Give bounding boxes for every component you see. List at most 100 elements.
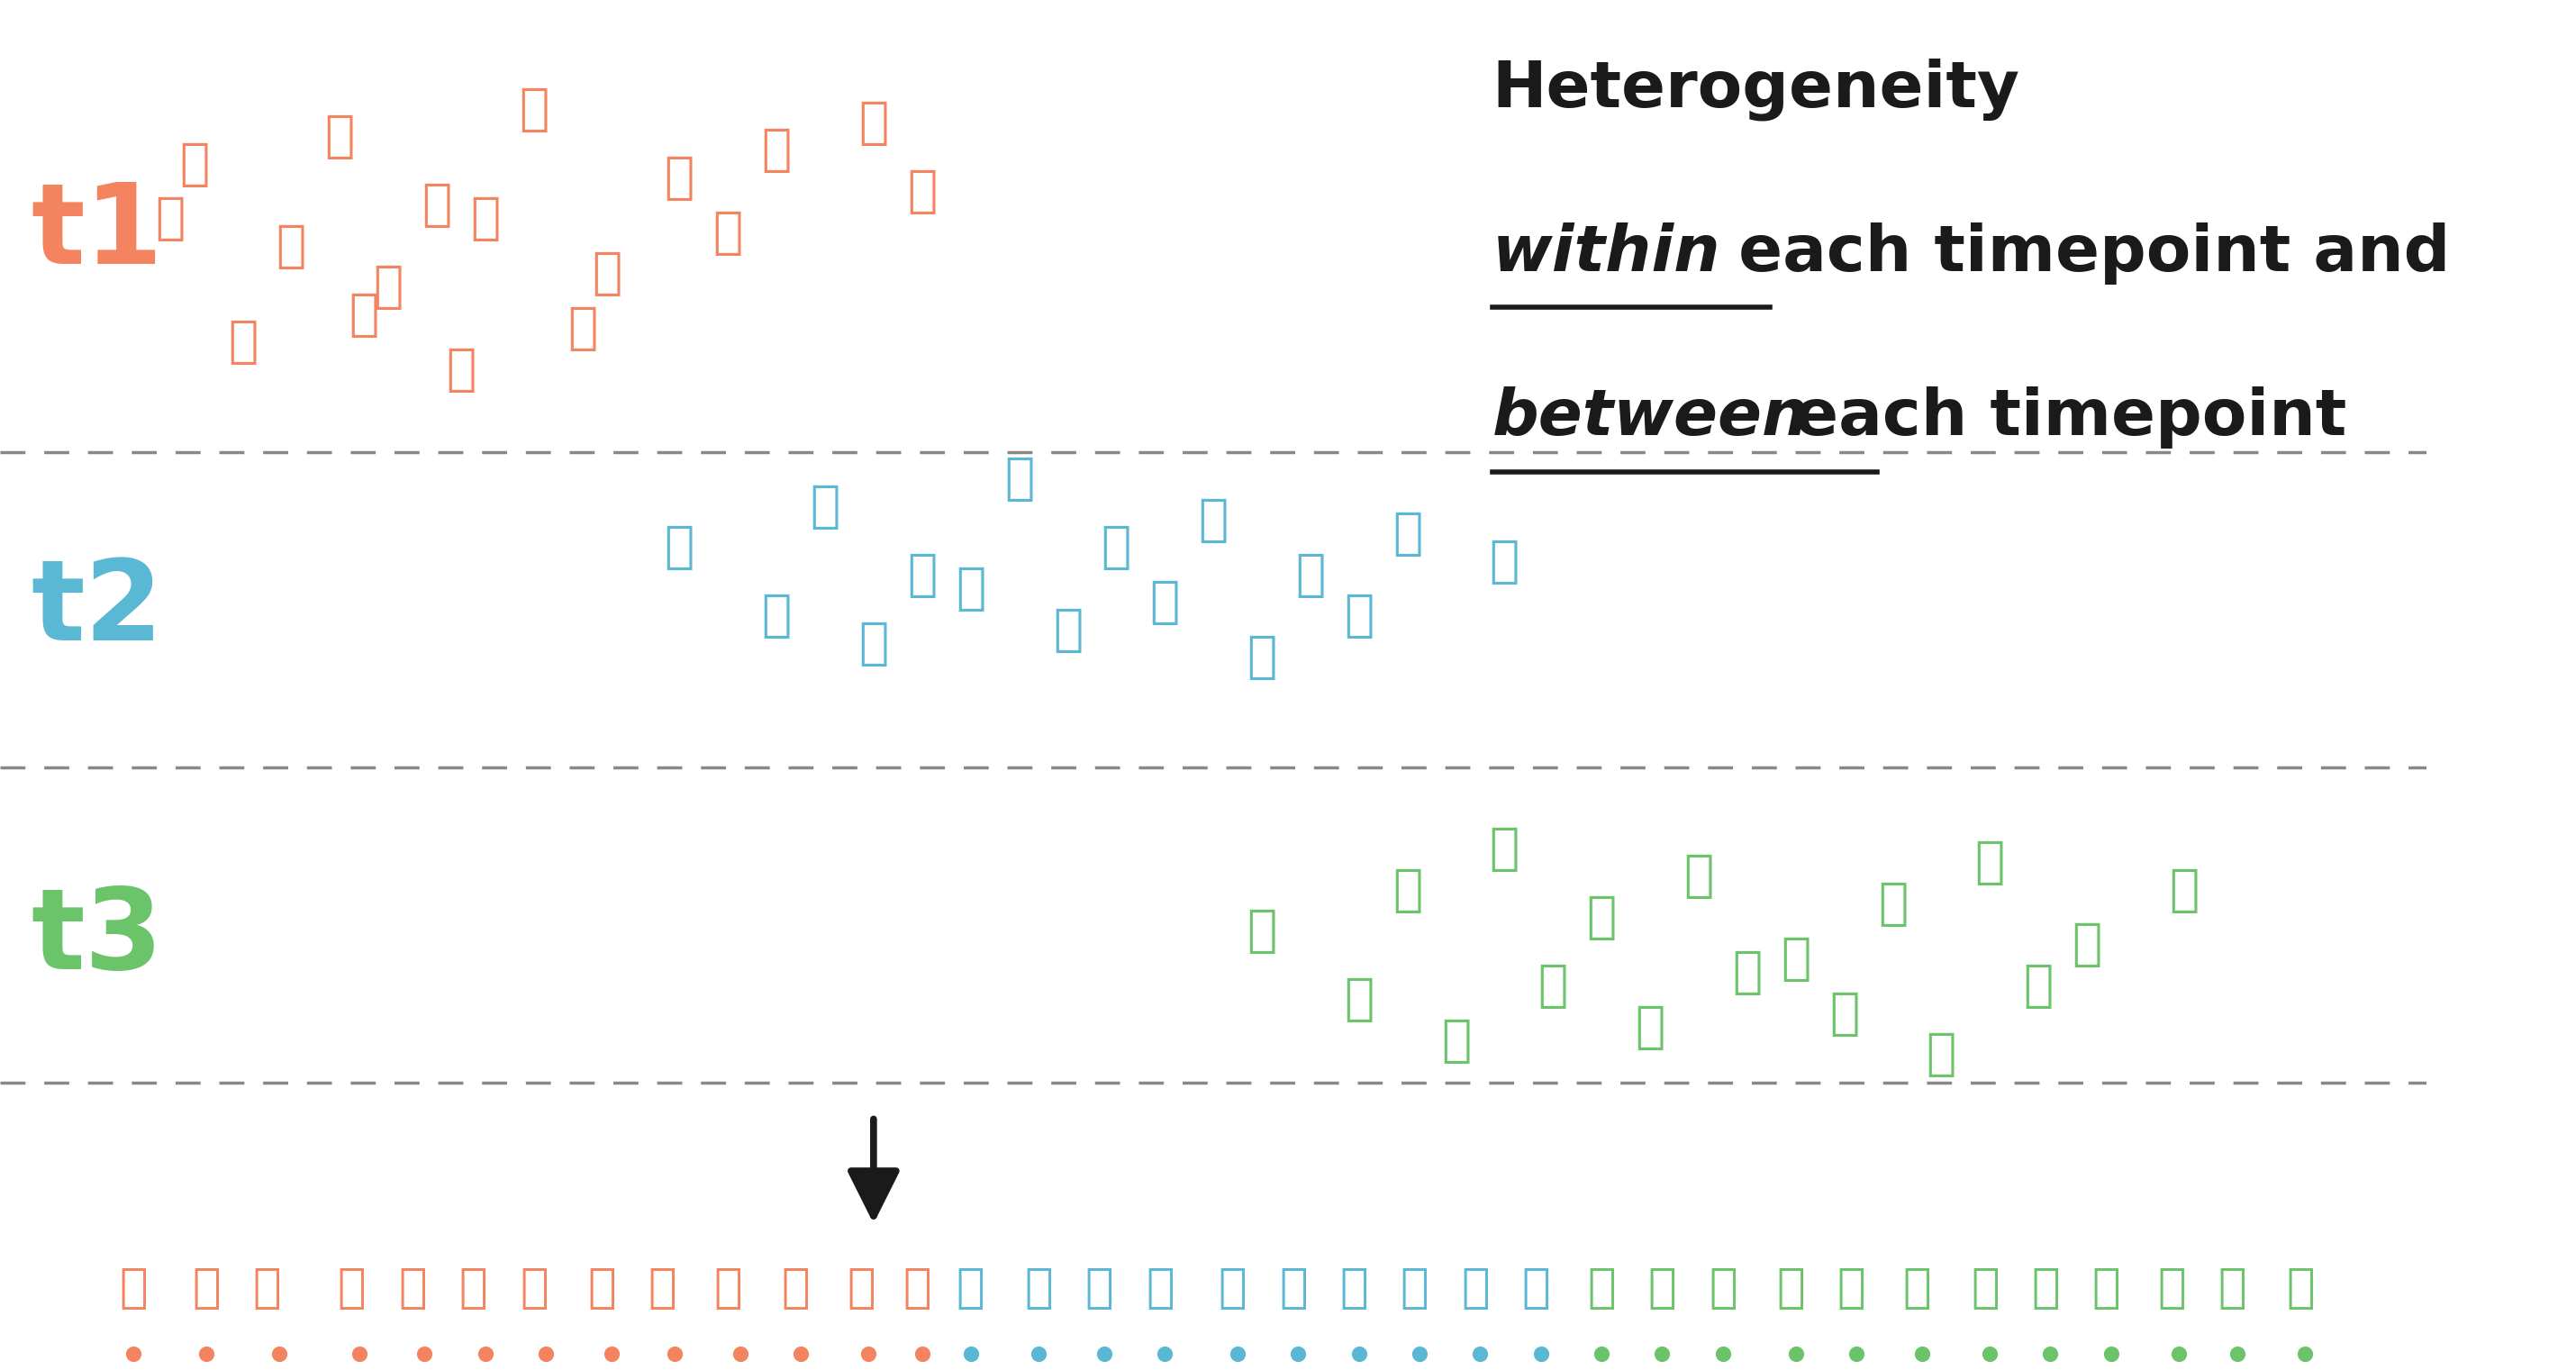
Text: 🏃: 🏃: [1927, 1030, 1955, 1080]
Point: [113, 1343, 155, 1365]
Point: [1968, 1343, 2009, 1365]
Text: 🏃: 🏃: [649, 1265, 677, 1311]
Text: 🏃: 🏃: [1084, 1265, 1113, 1311]
Text: 🏃: 🏃: [227, 318, 258, 367]
Text: 🏃: 🏃: [858, 619, 889, 669]
Point: [951, 1343, 992, 1365]
Text: t1: t1: [31, 178, 162, 288]
Point: [2159, 1343, 2200, 1365]
Text: 🏃: 🏃: [592, 249, 621, 299]
Point: [1582, 1343, 1623, 1365]
Text: 🏃: 🏃: [762, 592, 791, 641]
Text: 🏃: 🏃: [2092, 1265, 2120, 1311]
Text: t3: t3: [31, 884, 162, 993]
Text: 🏃: 🏃: [956, 564, 987, 614]
Text: 🏃: 🏃: [2022, 962, 2053, 1011]
Text: 🏃: 🏃: [1780, 934, 1811, 984]
Text: 🏃: 🏃: [155, 195, 185, 244]
Text: 🏃: 🏃: [252, 1265, 281, 1311]
Text: 🏃: 🏃: [374, 263, 404, 312]
Text: t2: t2: [31, 555, 162, 664]
Point: [1216, 1343, 1257, 1365]
Text: 🏃: 🏃: [2218, 1265, 2246, 1311]
Point: [902, 1343, 943, 1365]
Text: 🏃: 🏃: [1296, 551, 1324, 600]
Point: [781, 1343, 822, 1365]
Text: 🏃: 🏃: [1522, 1265, 1551, 1311]
Text: 🏃: 🏃: [1587, 1265, 1615, 1311]
Point: [1901, 1343, 1942, 1365]
Point: [526, 1343, 567, 1365]
Text: each timepoint: each timepoint: [1772, 386, 2347, 449]
Point: [464, 1343, 505, 1365]
Point: [2092, 1343, 2133, 1365]
Point: [337, 1343, 379, 1365]
Point: [1641, 1343, 1682, 1365]
Text: 🏃: 🏃: [567, 304, 598, 353]
Text: 🏃: 🏃: [956, 1265, 984, 1311]
Text: 🏃: 🏃: [1198, 496, 1229, 545]
Point: [404, 1343, 446, 1365]
Text: 🏃: 🏃: [348, 290, 379, 340]
Text: 🏃: 🏃: [118, 1265, 147, 1311]
Text: 🏃: 🏃: [1005, 455, 1033, 504]
Point: [654, 1343, 696, 1365]
Point: [1837, 1343, 1878, 1365]
Point: [2285, 1343, 2326, 1365]
Text: 🏃: 🏃: [1829, 989, 1860, 1038]
Text: 🏃: 🏃: [1777, 1265, 1806, 1311]
Text: 🏃: 🏃: [193, 1265, 222, 1311]
Text: 🏃: 🏃: [471, 195, 500, 244]
Text: 🏃: 🏃: [518, 85, 549, 134]
Text: 🏃: 🏃: [907, 167, 938, 216]
Text: 🏃: 🏃: [1649, 1265, 1677, 1311]
Text: 🏃: 🏃: [904, 1265, 933, 1311]
Text: 🏃: 🏃: [1636, 1003, 1664, 1052]
Point: [1144, 1343, 1185, 1365]
Text: 🏃: 🏃: [848, 1265, 876, 1311]
Text: 🏃: 🏃: [399, 1265, 428, 1311]
Text: 🏃: 🏃: [781, 1265, 809, 1311]
Text: 🏃: 🏃: [2159, 1265, 2187, 1311]
Text: within: within: [1492, 222, 1721, 285]
Text: 🏃: 🏃: [665, 153, 696, 203]
Text: 🏃: 🏃: [1837, 1265, 1865, 1311]
Text: 🏃: 🏃: [2032, 1265, 2061, 1311]
Text: 🏃: 🏃: [520, 1265, 549, 1311]
Text: 🏃: 🏃: [1587, 893, 1618, 943]
Text: 🏃: 🏃: [1878, 880, 1909, 929]
Text: 🏃: 🏃: [2071, 921, 2102, 970]
Text: 🏃: 🏃: [1904, 1265, 1932, 1311]
Point: [1461, 1343, 1502, 1365]
Text: 🏃: 🏃: [1146, 1265, 1175, 1311]
Text: 🏃: 🏃: [1025, 1265, 1054, 1311]
Text: 🏃: 🏃: [1971, 1265, 1999, 1311]
Text: 🏃: 🏃: [1345, 975, 1373, 1025]
Text: 🏃: 🏃: [1394, 510, 1422, 559]
Point: [1703, 1343, 1744, 1365]
Point: [258, 1343, 299, 1365]
Text: 🏃: 🏃: [325, 112, 355, 162]
Text: 🏃: 🏃: [1247, 907, 1278, 956]
Text: 🏃: 🏃: [1731, 948, 1762, 997]
Text: 🏃: 🏃: [714, 208, 742, 258]
Text: 🏃: 🏃: [1685, 852, 1713, 901]
Text: 🏃: 🏃: [1708, 1265, 1736, 1311]
Text: 🏃: 🏃: [1247, 633, 1278, 682]
Point: [2218, 1343, 2259, 1365]
Text: 🏃: 🏃: [2169, 866, 2200, 915]
Text: 🏃: 🏃: [665, 523, 696, 573]
Point: [1084, 1343, 1126, 1365]
Text: 🏃: 🏃: [1489, 825, 1520, 874]
Text: 🏃: 🏃: [587, 1265, 616, 1311]
Text: 🏃: 🏃: [1340, 1265, 1368, 1311]
Text: 🏃: 🏃: [1054, 606, 1082, 655]
Text: 🏃: 🏃: [422, 181, 451, 230]
Text: 🏃: 🏃: [1345, 592, 1373, 641]
Text: 🏃: 🏃: [1280, 1265, 1309, 1311]
Text: 🏃: 🏃: [459, 1265, 487, 1311]
Text: between: between: [1492, 386, 1808, 449]
Point: [1775, 1343, 1816, 1365]
Point: [719, 1343, 760, 1365]
Text: each timepoint and: each timepoint and: [1716, 222, 2450, 285]
